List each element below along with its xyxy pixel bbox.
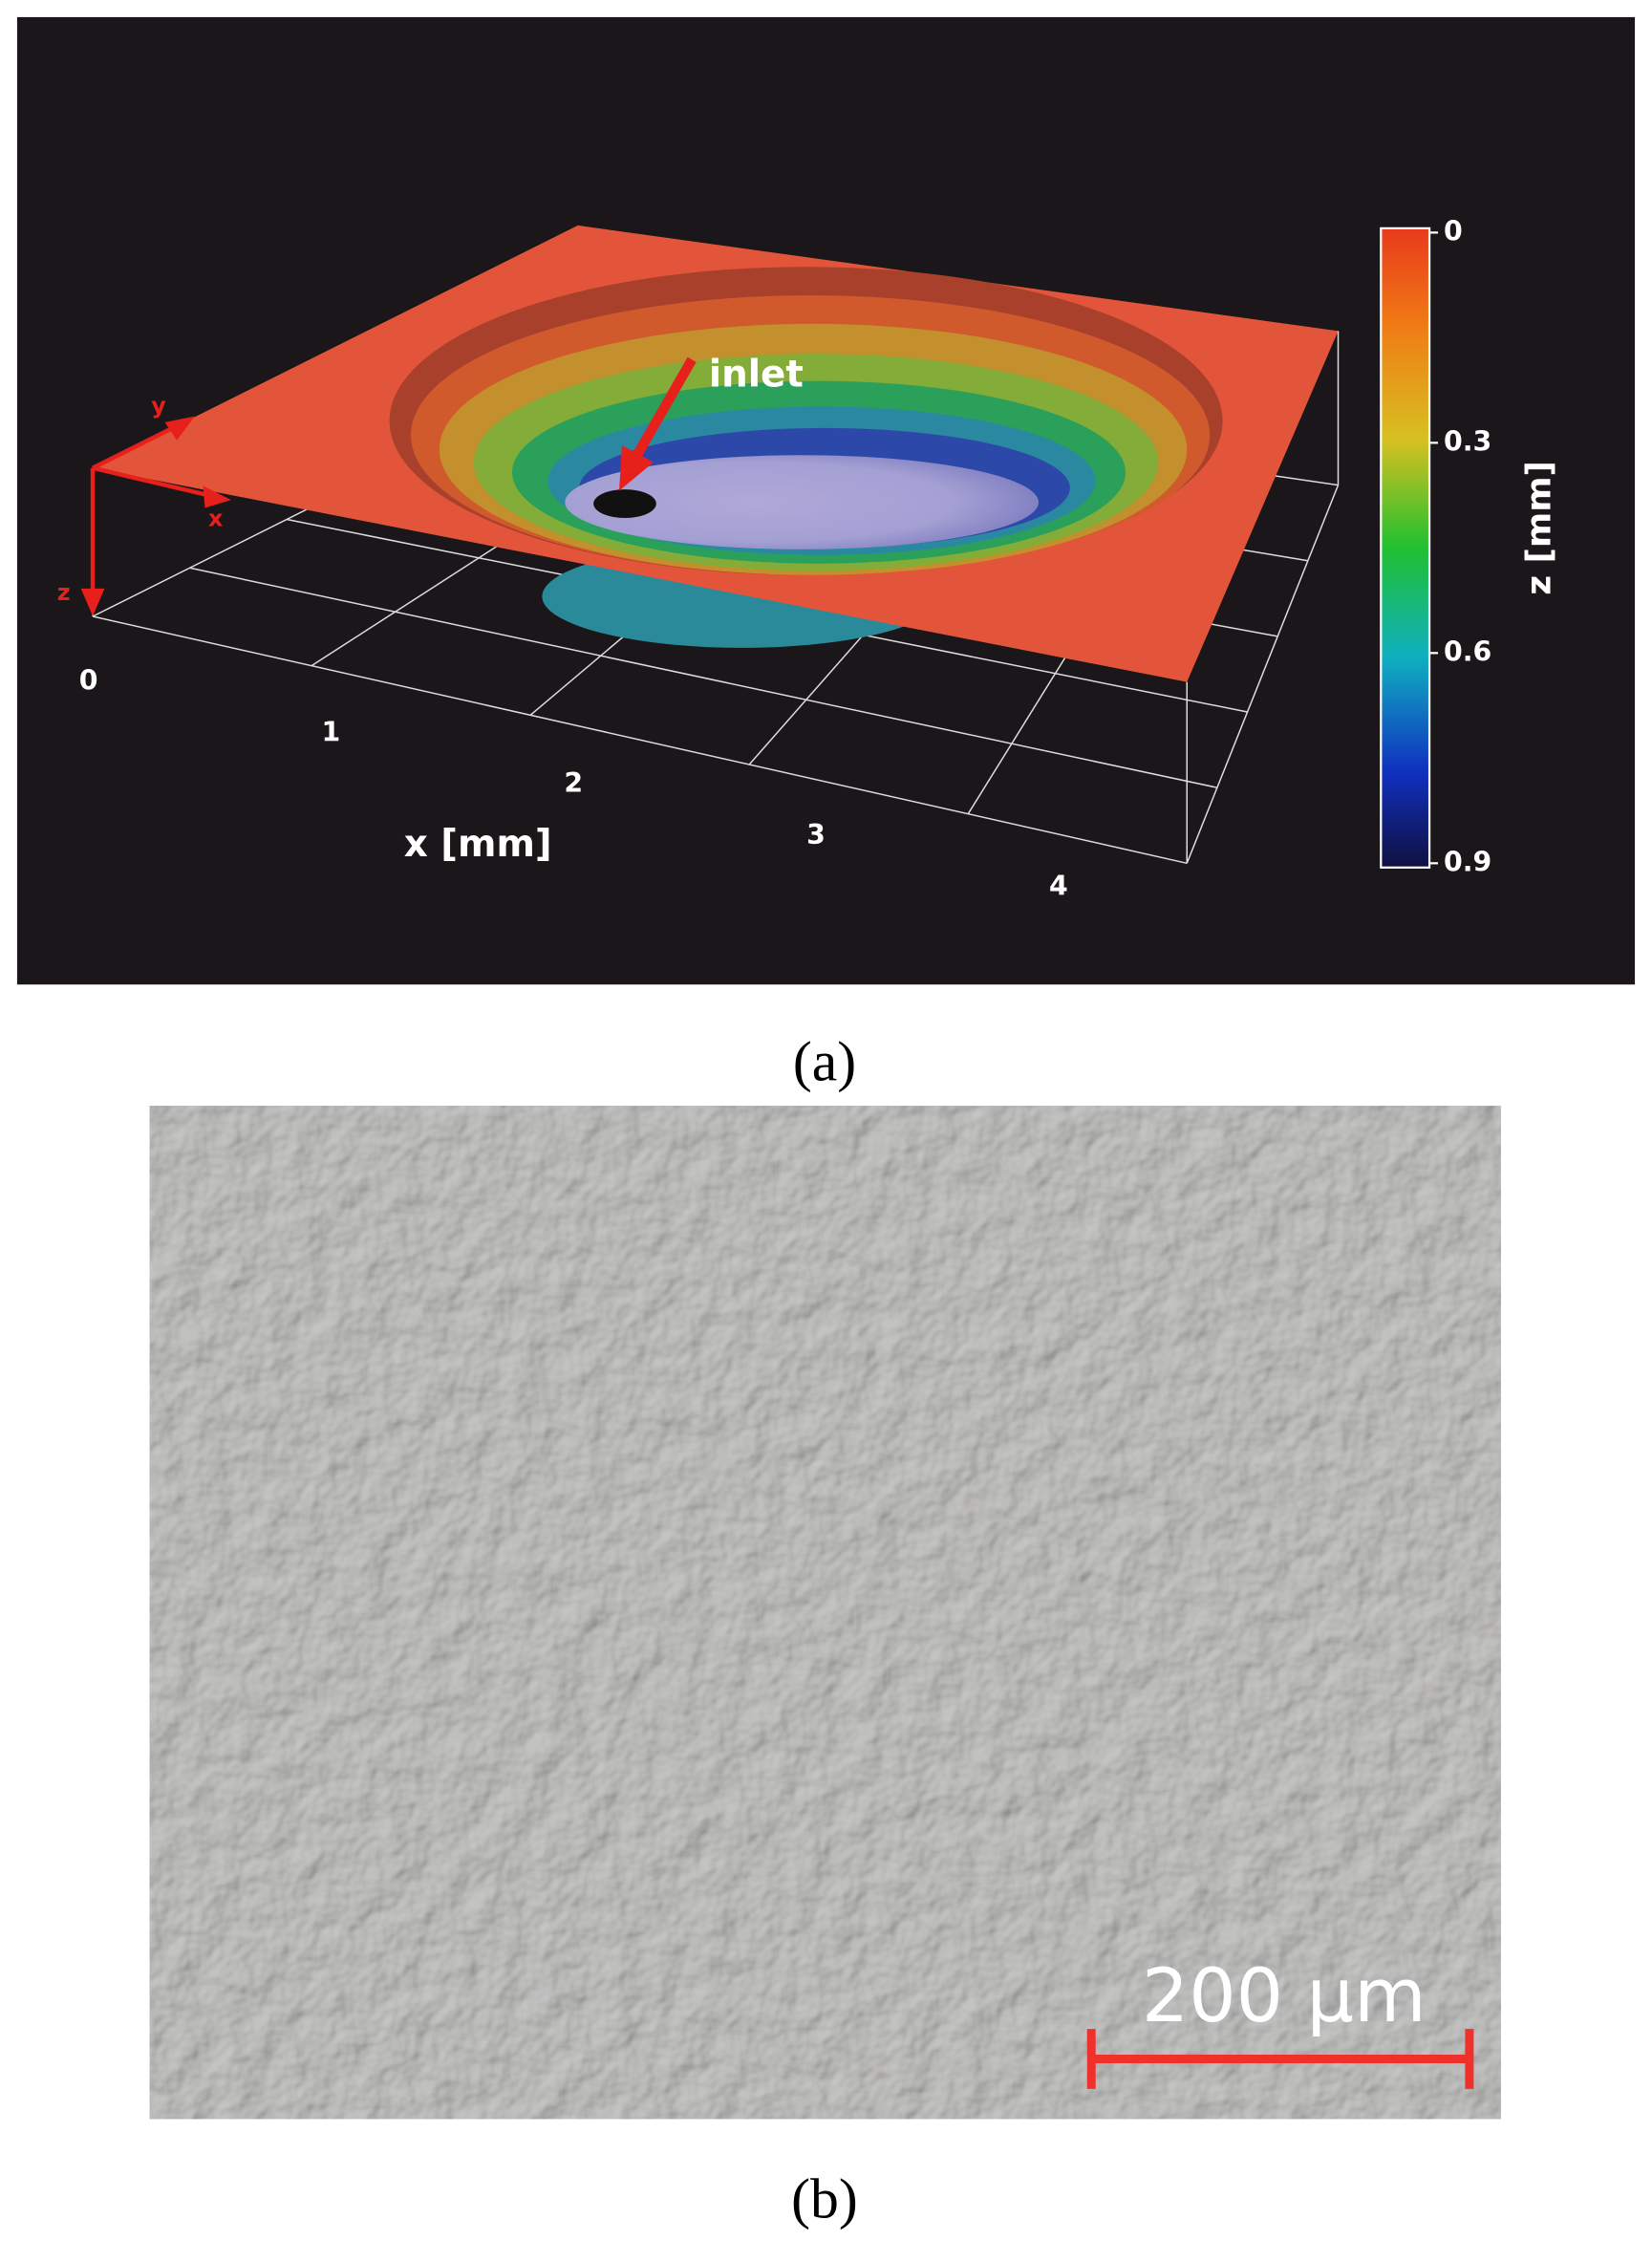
axis-triad [80,416,231,616]
scale-bar [1086,2029,1474,2089]
inlet-arrow [619,356,697,491]
colorbar-tick-label: 0 [1444,215,1463,247]
micrograph [149,1106,1501,2120]
panel-label: (a) [793,1030,856,1093]
grid-line [1186,485,1340,864]
axis-letter: y [151,393,166,420]
x-tick-label: 4 [1049,871,1068,902]
annotation: inlet [709,354,804,397]
colorbar-tick-label: 0.6 [1444,636,1491,667]
colorbar-tick-label: 0.9 [1444,846,1491,877]
crater [389,267,1223,575]
colorbar-title: z [mm] [1520,461,1559,595]
x-tick-label: 1 [322,716,341,747]
panel-label: (b) [791,2166,858,2230]
scale-bar-label: 200 µm [1142,1953,1427,2039]
colorbar [1380,226,1431,869]
x-tick-label: 3 [806,819,826,851]
axis-letter: x [208,505,224,531]
x-tick-label: 0 [79,665,98,697]
grid-line [92,615,1188,865]
x-axis-title: x [mm] [404,823,552,866]
colorbar-tick-label: 0.3 [1444,425,1491,457]
grid-line [189,567,1218,788]
x-tick-label: 2 [564,767,583,799]
axis-letter: z [57,579,71,606]
